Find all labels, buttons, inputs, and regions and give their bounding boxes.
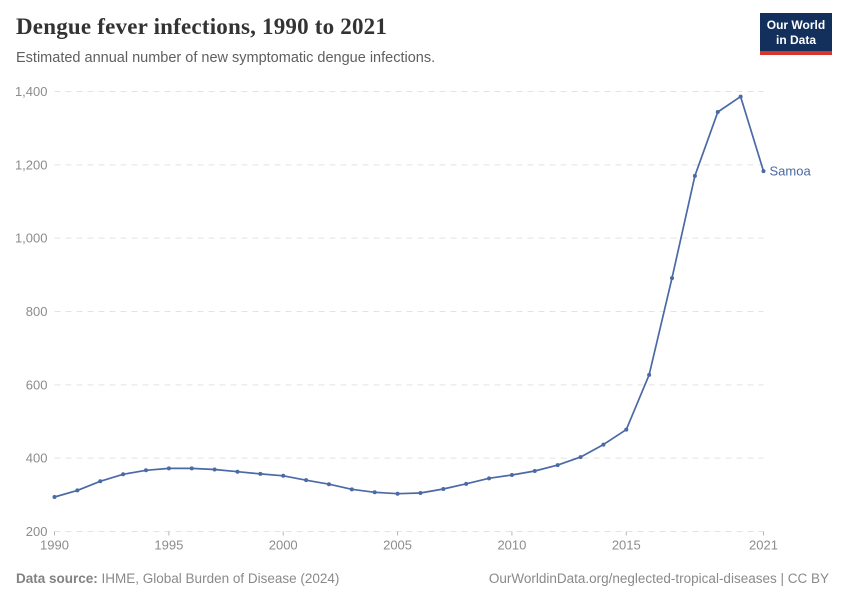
data-point-marker xyxy=(304,478,309,483)
x-tick-label: 2021 xyxy=(749,538,778,553)
y-tick-label: 400 xyxy=(26,451,48,466)
data-point-marker xyxy=(715,110,720,115)
x-tick-label: 2010 xyxy=(497,538,526,553)
data-point-marker xyxy=(647,372,652,377)
y-tick-label: 1,200 xyxy=(15,157,48,172)
x-tick-label: 1990 xyxy=(40,538,69,553)
data-point-marker xyxy=(258,471,263,476)
data-point-marker xyxy=(98,479,103,484)
data-point-marker xyxy=(143,468,148,473)
data-point-marker xyxy=(121,472,126,477)
data-point-marker xyxy=(235,469,240,474)
y-tick-label: 800 xyxy=(26,304,48,319)
data-source-text: Data source: IHME, Global Burden of Dise… xyxy=(16,571,339,586)
data-point-marker xyxy=(692,173,697,178)
y-tick-label: 600 xyxy=(26,377,48,392)
y-tick-label: 1,000 xyxy=(15,231,48,246)
data-point-marker xyxy=(189,466,194,471)
data-point-marker xyxy=(578,455,583,460)
y-tick-label: 1,400 xyxy=(15,84,48,99)
data-point-marker xyxy=(487,476,492,481)
data-source-label: Data source: xyxy=(16,571,98,586)
x-tick-label: 2000 xyxy=(269,538,298,553)
data-point-marker xyxy=(326,482,331,487)
data-point-marker xyxy=(212,467,217,472)
data-point-marker xyxy=(738,94,743,99)
credit-text: OurWorldinData.org/neglected-tropical-di… xyxy=(488,571,829,586)
x-tick-label: 2015 xyxy=(612,538,641,553)
data-point-marker xyxy=(532,469,537,473)
owid-logo-line1: Our World xyxy=(766,18,826,32)
owid-logo: Our World in Data xyxy=(760,13,832,56)
data-point-marker xyxy=(166,466,171,471)
chart-title: Dengue fever infections, 1990 to 2021 xyxy=(16,14,388,39)
chart-footer: Data source: IHME, Global Burden of Dise… xyxy=(16,571,829,586)
data-point-marker xyxy=(670,276,675,281)
chart-subtitle: Estimated annual number of new symptomat… xyxy=(16,50,436,66)
owid-logo-line2: in Data xyxy=(775,32,816,47)
series-line xyxy=(53,95,765,498)
y-tick-label: 200 xyxy=(26,524,48,539)
data-point-marker xyxy=(464,481,469,486)
data-point-marker xyxy=(601,442,606,447)
data-point-marker xyxy=(372,490,377,495)
data-point-marker xyxy=(349,487,354,492)
data-point-marker xyxy=(509,473,514,478)
data-point-marker xyxy=(52,495,57,500)
data-source-value: IHME, Global Burden of Disease (2024) xyxy=(97,571,340,586)
series-end-label: Samoa xyxy=(770,164,812,179)
data-point-marker xyxy=(75,488,80,493)
data-point-marker xyxy=(441,486,446,491)
x-tick-label: 2005 xyxy=(383,538,412,553)
data-point-marker xyxy=(395,491,400,496)
data-point-marker xyxy=(624,427,629,432)
data-point-marker xyxy=(761,169,766,174)
data-point-marker xyxy=(555,463,560,468)
data-point-marker xyxy=(418,491,423,495)
data-point-marker xyxy=(281,473,286,478)
x-tick-label: 1995 xyxy=(154,538,183,553)
